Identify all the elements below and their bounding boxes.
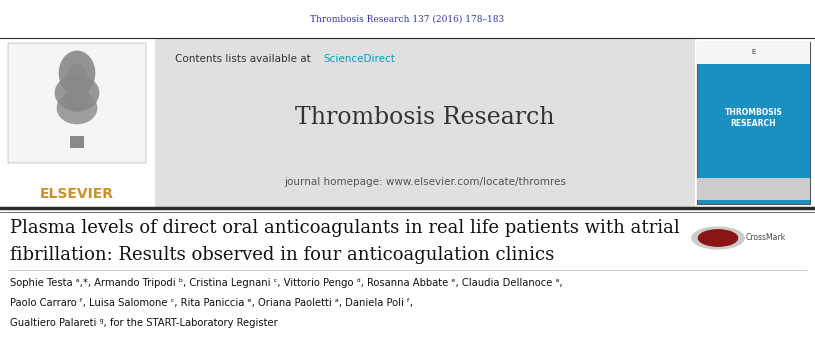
Text: ScienceDirect: ScienceDirect bbox=[323, 54, 395, 64]
Text: ELSEVIER: ELSEVIER bbox=[40, 187, 114, 201]
FancyBboxPatch shape bbox=[695, 38, 812, 208]
Text: Plasma levels of direct oral anticoagulants in real life patients with atrial: Plasma levels of direct oral anticoagula… bbox=[10, 219, 680, 237]
FancyBboxPatch shape bbox=[697, 42, 810, 204]
Text: E: E bbox=[751, 49, 756, 55]
FancyBboxPatch shape bbox=[697, 42, 810, 64]
Ellipse shape bbox=[59, 50, 95, 95]
FancyBboxPatch shape bbox=[0, 38, 155, 208]
Circle shape bbox=[692, 227, 744, 249]
Ellipse shape bbox=[56, 92, 97, 124]
Text: Gualtiero Palareti ᵍ, for the START-Laboratory Register: Gualtiero Palareti ᵍ, for the START-Labo… bbox=[10, 318, 278, 328]
Circle shape bbox=[698, 230, 738, 246]
Ellipse shape bbox=[55, 75, 99, 112]
Text: fibrillation: Results observed in four anticoagulation clinics: fibrillation: Results observed in four a… bbox=[10, 246, 554, 264]
Text: CrossMark: CrossMark bbox=[746, 234, 786, 242]
Text: Contents lists available at: Contents lists available at bbox=[175, 54, 314, 64]
Ellipse shape bbox=[64, 63, 89, 113]
Text: Paolo Carraro ᶠ, Luisa Salomone ᶜ, Rita Paniccia ᵉ, Oriana Paoletti ᵃ, Daniela P: Paolo Carraro ᶠ, Luisa Salomone ᶜ, Rita … bbox=[10, 298, 413, 308]
FancyBboxPatch shape bbox=[70, 136, 83, 148]
Text: journal homepage: www.elsevier.com/locate/thromres: journal homepage: www.elsevier.com/locat… bbox=[284, 177, 566, 187]
Text: Sophie Testa ᵃ,*, Armando Tripodi ᵇ, Cristina Legnani ᶜ, Vittorio Pengo ᵈ, Rosan: Sophie Testa ᵃ,*, Armando Tripodi ᵇ, Cri… bbox=[10, 278, 562, 288]
FancyBboxPatch shape bbox=[8, 43, 146, 163]
Text: THROMBOSIS
RESEARCH: THROMBOSIS RESEARCH bbox=[725, 108, 782, 129]
Text: Thrombosis Research 137 (2016) 178–183: Thrombosis Research 137 (2016) 178–183 bbox=[311, 15, 504, 24]
FancyBboxPatch shape bbox=[697, 178, 810, 200]
Text: Thrombosis Research: Thrombosis Research bbox=[295, 106, 555, 130]
FancyBboxPatch shape bbox=[155, 38, 695, 208]
